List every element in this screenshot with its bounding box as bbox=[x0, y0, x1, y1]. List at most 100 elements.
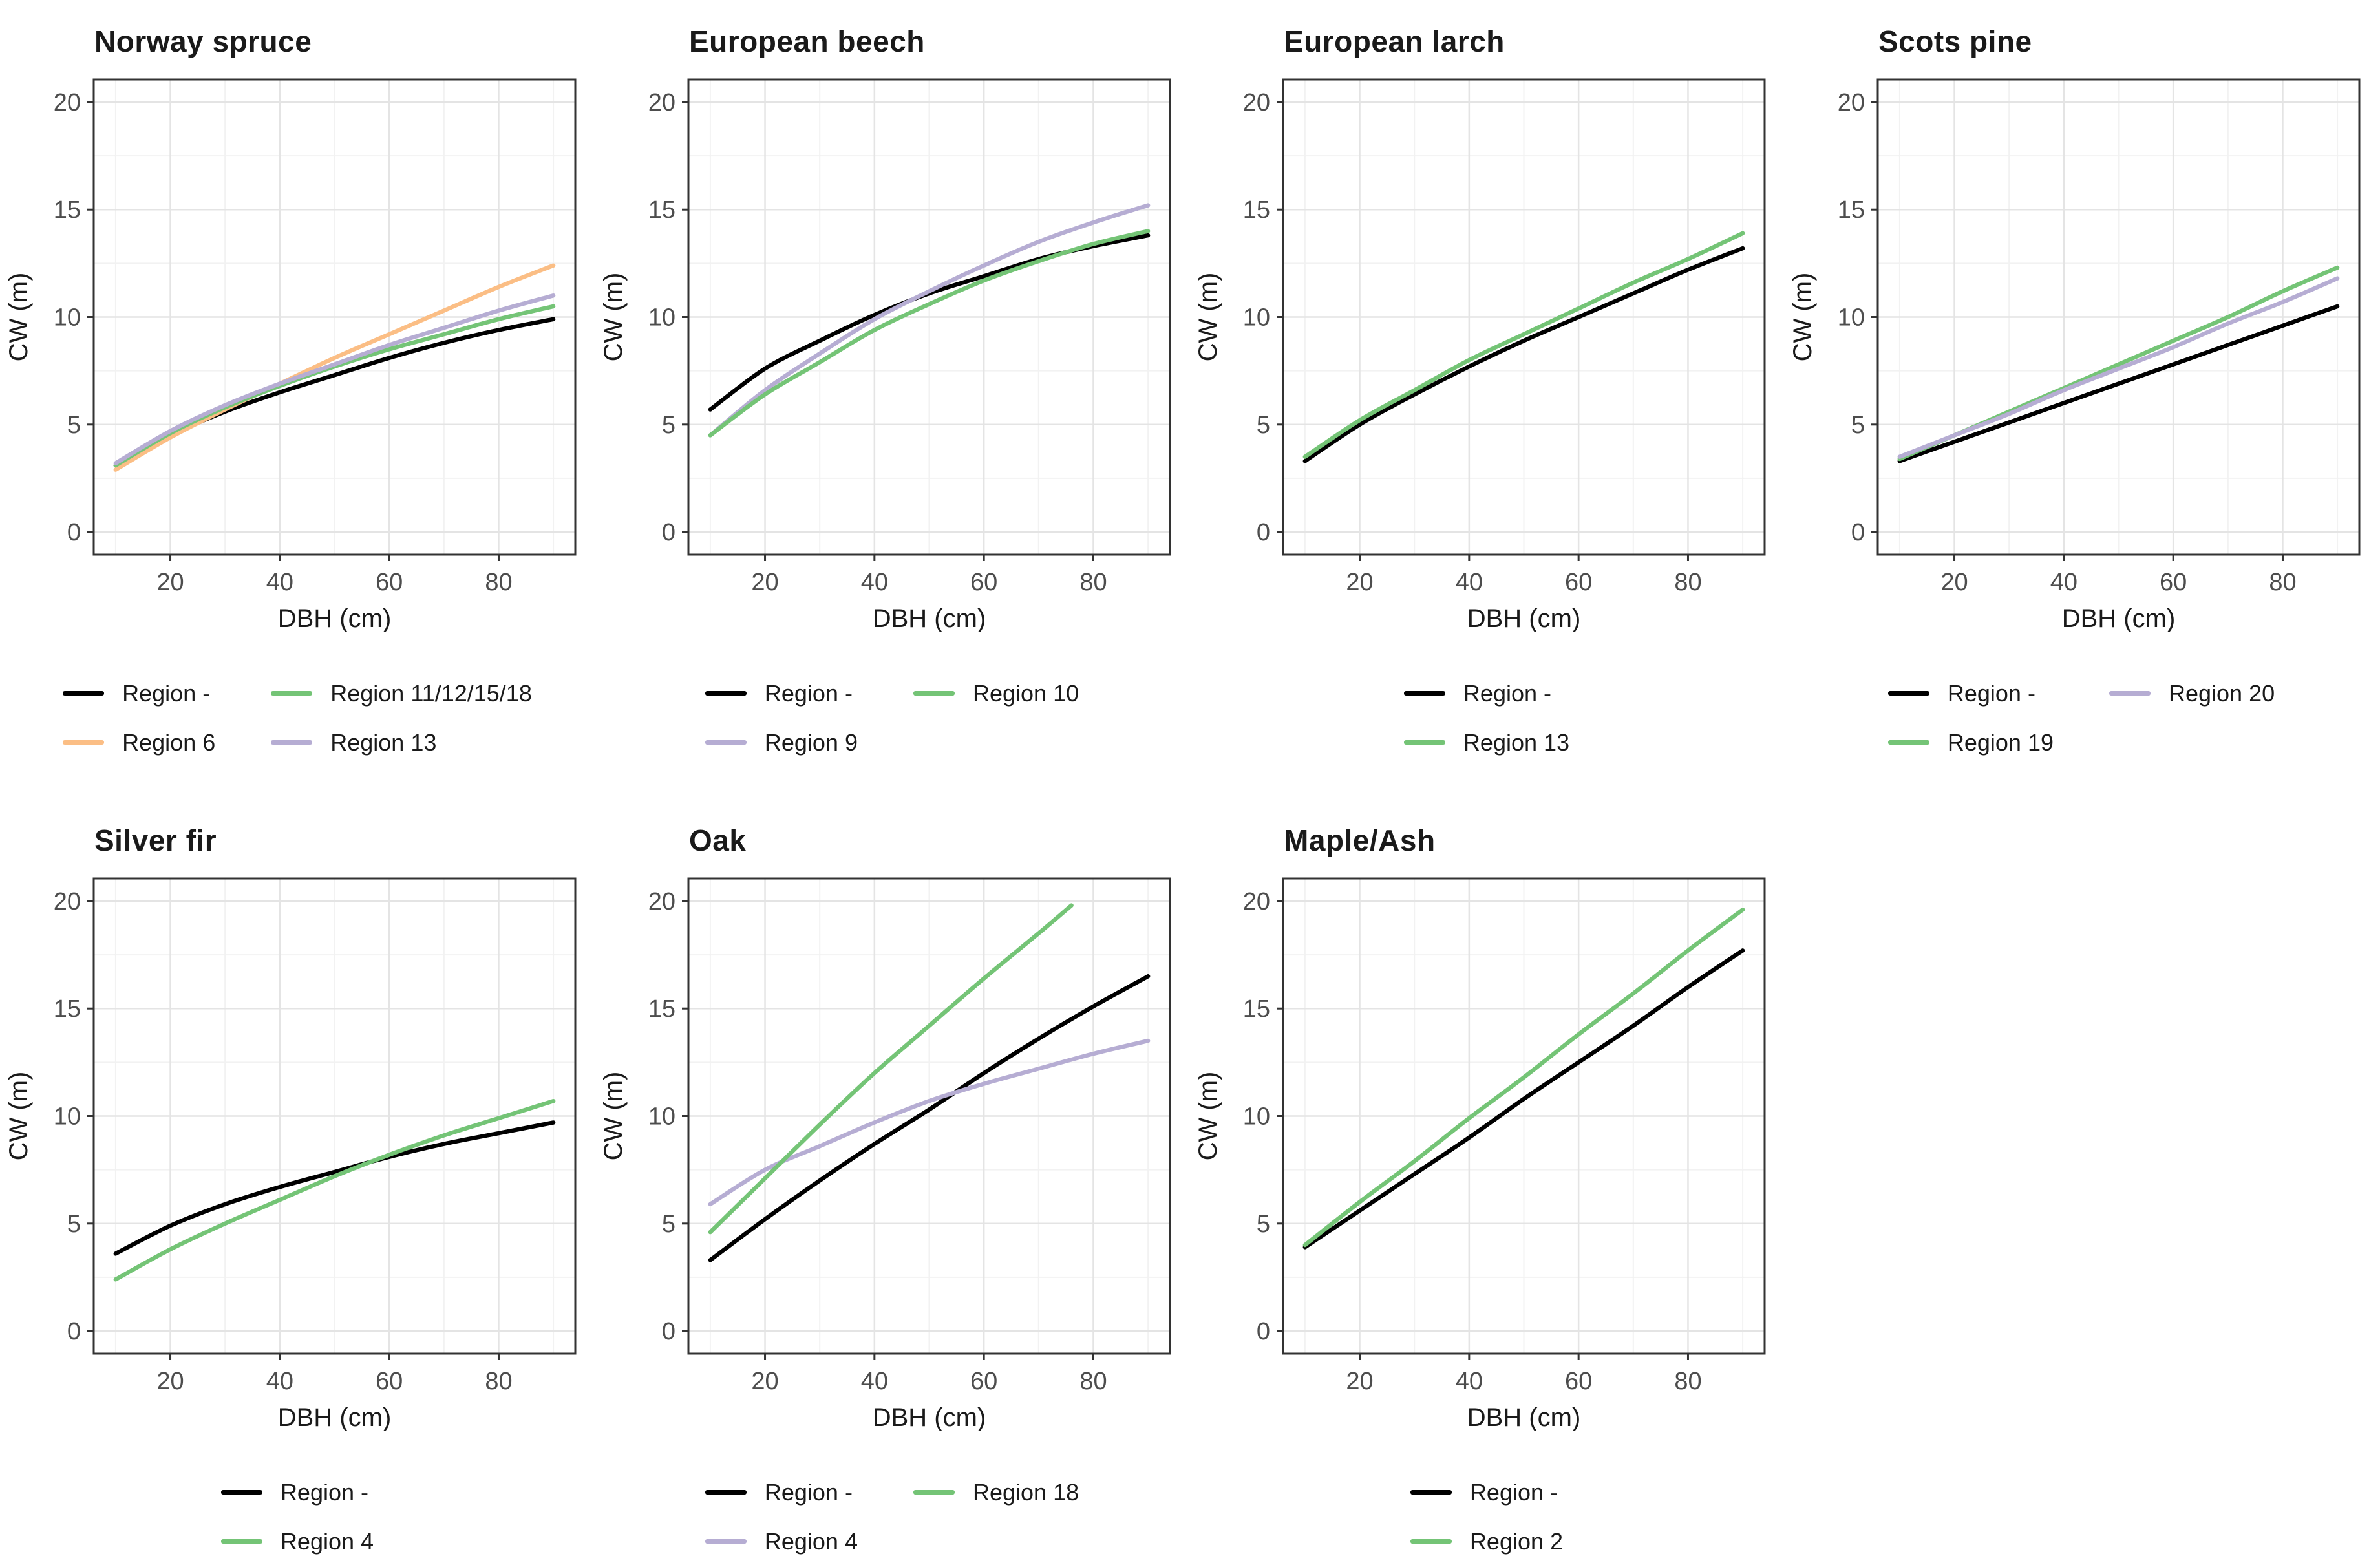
y-axis-title: CW (m) bbox=[5, 1071, 33, 1160]
y-tick-label: 10 bbox=[648, 304, 675, 331]
x-tick-label: 60 bbox=[970, 1368, 997, 1395]
legend-key-line bbox=[1403, 740, 1445, 745]
series-line-region bbox=[708, 974, 1151, 1262]
series-line-region bbox=[113, 1120, 556, 1256]
y-tick-label: 5 bbox=[67, 1211, 81, 1238]
y-tick-label: 10 bbox=[1243, 304, 1270, 331]
x-tick-label: 80 bbox=[485, 569, 512, 596]
x-tick-label: 20 bbox=[751, 569, 778, 596]
panel-title: European beech bbox=[689, 25, 925, 58]
x-tick-label: 20 bbox=[156, 1368, 184, 1395]
y-tick-label: 5 bbox=[1851, 412, 1865, 439]
legend-label: Region - bbox=[1469, 1478, 1558, 1506]
panel-title: Maple/Ash bbox=[1284, 823, 1436, 857]
y-tick-label: 10 bbox=[648, 1103, 675, 1130]
x-axis-title: DBH (cm) bbox=[1467, 1403, 1581, 1431]
legend-entry-region-20: Region 20 bbox=[2109, 679, 2275, 708]
y-tick-label: 0 bbox=[1257, 1318, 1270, 1345]
x-tick-label: 40 bbox=[266, 1368, 293, 1395]
panel-maple-ash: Maple/Ash 20 40 60 80 0 5 10 15 20 DBH (cm) CW (m)… bbox=[1189, 811, 1784, 1557]
series-line-region-4 bbox=[113, 1098, 556, 1282]
y-axis-title: CW (m) bbox=[599, 273, 628, 362]
y-tick-label: 20 bbox=[648, 89, 675, 116]
series-line-region-2 bbox=[1302, 907, 1745, 1248]
legend-european-larch: Region - Region 13 bbox=[1189, 679, 1784, 758]
legend-key-line bbox=[1410, 1490, 1452, 1495]
plot-area-svg: 20 40 60 80 0 5 10 15 20 DBH (cm) CW (m) bbox=[599, 877, 1171, 1431]
x-tick-label: 60 bbox=[376, 1368, 403, 1395]
y-tick-label: 15 bbox=[648, 995, 675, 1023]
y-axis-title: CW (m) bbox=[1789, 273, 1817, 362]
y-tick-label: 20 bbox=[1838, 89, 1865, 116]
legend-silver-fir: Region - Region 4 bbox=[0, 1478, 595, 1557]
panel-scots-pine: Scots pine 20 40 60 80 0 5 10 15 20 DBH (cm) CW (m… bbox=[1784, 12, 2379, 758]
legend-label: Region - bbox=[764, 1478, 853, 1506]
x-axis-title: DBH (cm) bbox=[1467, 604, 1581, 632]
legend-key-line bbox=[705, 1539, 747, 1544]
x-tick-label: 60 bbox=[970, 569, 997, 596]
plot-area-svg: 20 40 60 80 0 5 10 15 20 DBH (cm) CW (m) bbox=[1194, 78, 1766, 632]
legend-key-line bbox=[913, 691, 955, 696]
legend-key-line bbox=[913, 1490, 955, 1495]
legend-maple-ash: Region - Region 2 bbox=[1189, 1478, 1784, 1557]
y-tick-label: 15 bbox=[1243, 197, 1270, 224]
legend-label: Region 19 bbox=[1947, 729, 2054, 756]
legend-key-line bbox=[1403, 691, 1445, 696]
y-tick-label: 20 bbox=[648, 888, 675, 915]
y-tick-label: 10 bbox=[54, 304, 81, 331]
legend-key-line bbox=[1887, 691, 1929, 696]
x-tick-label: 80 bbox=[2269, 569, 2296, 596]
legend-entry-region: Region - bbox=[63, 679, 215, 708]
legend-label: Region - bbox=[1463, 679, 1551, 707]
legend-key-line bbox=[2109, 691, 2151, 696]
y-tick-label: 15 bbox=[1838, 197, 1865, 224]
legend-entry-region-10: Region 10 bbox=[913, 679, 1079, 708]
y-tick-label: 0 bbox=[67, 519, 81, 546]
y-tick-label: 5 bbox=[1257, 1211, 1270, 1238]
plot-area-svg: 20 40 60 80 0 5 10 15 20 DBH (cm) CW (m) bbox=[1789, 78, 2361, 632]
series-line-region-13 bbox=[1302, 231, 1745, 459]
legend-key-line bbox=[705, 740, 747, 745]
legend-entry-region: Region - bbox=[705, 679, 858, 708]
y-tick-label: 15 bbox=[54, 197, 81, 224]
series-line-region-10 bbox=[708, 229, 1151, 438]
panel-title: Silver fir bbox=[94, 823, 217, 857]
y-axis-title: CW (m) bbox=[5, 273, 33, 362]
legend-key-line bbox=[1887, 740, 1929, 745]
panel-european-larch: European larch 20 40 60 80 0 5 10 15 20 DBH (cm) C… bbox=[1189, 12, 1784, 758]
legend-key-line bbox=[271, 740, 313, 745]
series-line-region-6 bbox=[113, 263, 556, 472]
x-tick-label: 80 bbox=[485, 1368, 512, 1395]
y-tick-label: 0 bbox=[67, 1318, 81, 1345]
legend-label: Region 11/12/15/18 bbox=[330, 679, 532, 707]
legend-entry-region-9: Region 9 bbox=[705, 728, 858, 758]
x-tick-label: 20 bbox=[1346, 1368, 1373, 1395]
legend-key-line bbox=[271, 691, 313, 696]
legend-entry-region-18: Region 18 bbox=[913, 1478, 1079, 1507]
plot-area-svg: 20 40 60 80 0 5 10 15 20 DBH (cm) CW (m) bbox=[1194, 877, 1766, 1431]
y-tick-label: 20 bbox=[54, 888, 81, 915]
chart-european-beech: 20 40 60 80 0 5 10 15 20 DBH (cm) CW (m) bbox=[595, 73, 1180, 632]
x-tick-label: 40 bbox=[1456, 569, 1483, 596]
chart-oak: 20 40 60 80 0 5 10 15 20 DBH (cm) CW (m) bbox=[595, 872, 1180, 1431]
x-axis-title: DBH (cm) bbox=[278, 1403, 392, 1431]
legend-entry-region: Region - bbox=[1410, 1478, 1563, 1507]
x-tick-label: 40 bbox=[861, 569, 888, 596]
chart-european-larch: 20 40 60 80 0 5 10 15 20 DBH (cm) CW (m) bbox=[1189, 73, 1774, 632]
series-line-region-18 bbox=[708, 903, 1074, 1235]
legend-key-line bbox=[220, 1539, 262, 1544]
legend-label: Region - bbox=[1947, 679, 2035, 707]
series-line-region bbox=[1302, 246, 1745, 463]
x-tick-label: 20 bbox=[751, 1368, 778, 1395]
y-tick-label: 15 bbox=[1243, 995, 1270, 1023]
y-axis-title: CW (m) bbox=[599, 1071, 628, 1160]
y-tick-label: 20 bbox=[1243, 89, 1270, 116]
legend-entry-region-2: Region 2 bbox=[1410, 1527, 1563, 1557]
x-tick-label: 80 bbox=[1674, 1368, 1701, 1395]
legend-label: Region 6 bbox=[122, 729, 216, 756]
y-tick-label: 5 bbox=[1257, 412, 1270, 439]
panel-silver-fir: Silver fir 20 40 60 80 0 5 10 15 20 DBH (cm) CW (m… bbox=[0, 811, 595, 1557]
x-axis-title: DBH (cm) bbox=[2062, 604, 2176, 632]
x-axis-title: DBH (cm) bbox=[873, 1403, 986, 1431]
y-tick-label: 5 bbox=[662, 1211, 675, 1238]
